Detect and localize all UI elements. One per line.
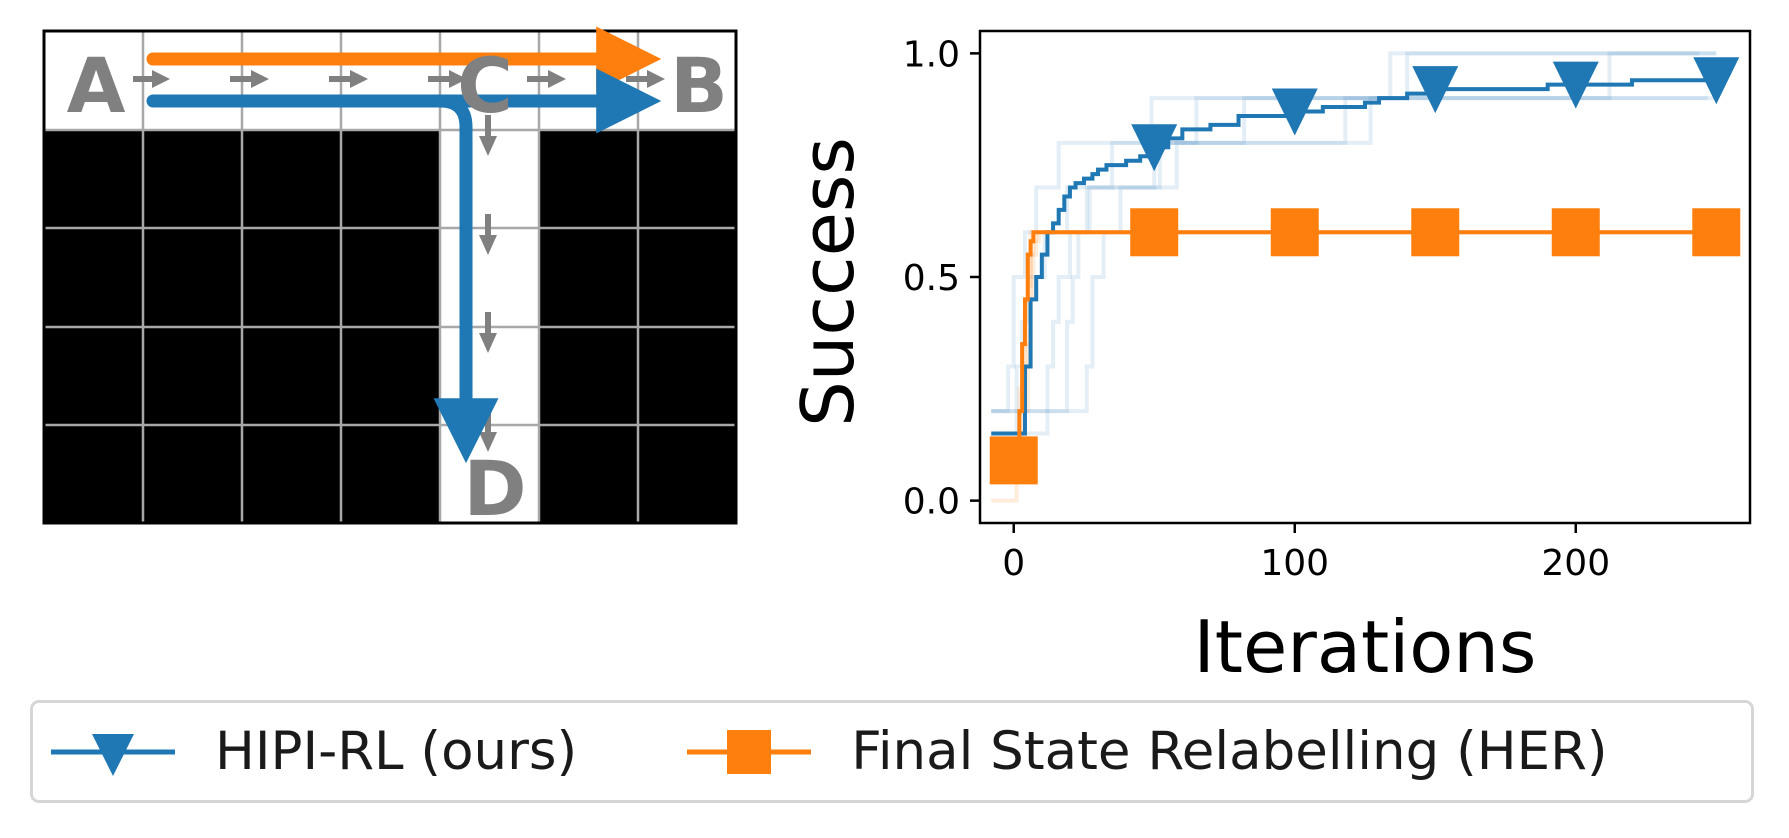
arrow-down-icon bbox=[479, 115, 497, 156]
series-layer bbox=[989, 57, 1741, 485]
seed-trace-her bbox=[991, 230, 1722, 458]
gridworld-diagram: A C B D bbox=[42, 26, 738, 533]
state-label-b: B bbox=[670, 41, 728, 130]
background-runs bbox=[991, 51, 1722, 503]
state-label-d: D bbox=[463, 444, 526, 533]
marker-hipi bbox=[1412, 66, 1459, 114]
y-axis-label: Success bbox=[786, 137, 870, 427]
legend-item-her: Final State Relabelling (HER) bbox=[687, 721, 1608, 782]
legend-item-hipi: HIPI-RL (ours) bbox=[51, 721, 577, 782]
seed-trace-her bbox=[991, 230, 1714, 503]
marker-hipi bbox=[1552, 61, 1599, 109]
legend-swatch-hipi bbox=[51, 733, 175, 776]
arrow-right-icon bbox=[133, 70, 170, 88]
legend-label-hipi: HIPI-RL (ours) bbox=[215, 721, 578, 782]
series-line-hipi bbox=[991, 78, 1717, 436]
arrow-right-icon bbox=[527, 70, 566, 88]
arrow-down-icon bbox=[479, 214, 497, 255]
success-chart: 0 100 200 0.0 0.5 1.0 Success Iterations bbox=[786, 29, 1752, 689]
x-tick-label: 0 bbox=[1002, 543, 1025, 584]
y-tick-label: 1.0 bbox=[903, 34, 960, 75]
marker-her bbox=[1551, 208, 1600, 257]
arrow-right-icon bbox=[230, 70, 269, 88]
marker-hipi bbox=[1693, 57, 1740, 105]
marker-her bbox=[1411, 208, 1460, 257]
marker-hipi bbox=[1131, 124, 1178, 172]
marker-her bbox=[1130, 208, 1179, 257]
legend-label-her: Final State Relabelling (HER) bbox=[851, 721, 1608, 782]
legend: HIPI-RL (ours) Final State Relabelling (… bbox=[30, 700, 1754, 803]
marker-her bbox=[989, 436, 1038, 485]
series-line-her bbox=[991, 230, 1717, 458]
x-tick-label: 100 bbox=[1260, 543, 1329, 584]
marker-her bbox=[1270, 208, 1319, 257]
seed-trace-hipi bbox=[991, 96, 1708, 436]
legend-swatch-her bbox=[687, 729, 812, 774]
seed-trace-hipi bbox=[991, 51, 1700, 414]
y-tick-label: 0.0 bbox=[903, 482, 960, 523]
arrow-right-icon bbox=[329, 70, 368, 88]
arrow-down-icon bbox=[479, 312, 497, 353]
gridworld-border bbox=[42, 29, 738, 525]
y-tick-label: 0.5 bbox=[903, 258, 960, 299]
marker-hipi bbox=[1271, 88, 1318, 136]
state-label-c: C bbox=[457, 41, 513, 130]
x-tick-label: 200 bbox=[1541, 543, 1610, 584]
arrow-right-icon bbox=[428, 70, 467, 88]
blue-trajectory-to-d bbox=[433, 94, 499, 464]
seed-trace-hipi bbox=[991, 51, 1717, 414]
seed-trace-her bbox=[991, 230, 1720, 458]
state-label-a: A bbox=[67, 41, 126, 130]
axis-ticks: 0 100 200 0.0 0.5 1.0 bbox=[903, 34, 1610, 584]
seed-trace-hipi bbox=[991, 96, 1717, 436]
marker-her bbox=[1692, 208, 1741, 257]
x-axis-label: Iterations bbox=[1194, 605, 1537, 689]
